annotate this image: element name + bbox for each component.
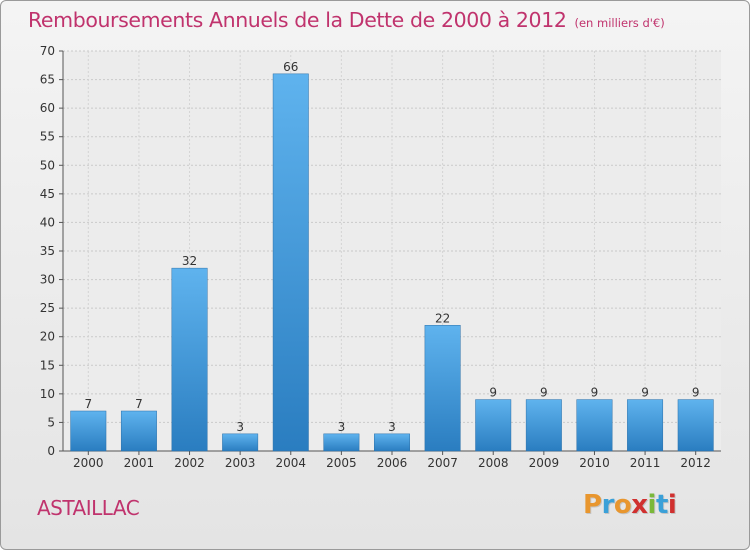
x-tick-label: 2011 <box>630 456 661 470</box>
bar-2012 <box>677 399 714 452</box>
logo-letter: i <box>647 490 657 520</box>
x-tick-label: 2012 <box>680 456 711 470</box>
logo-letter: i <box>667 490 677 520</box>
chart-title-text: Remboursements Annuels de la Dette de 20… <box>28 8 567 32</box>
bar-value-label: 9 <box>591 386 599 400</box>
x-tick-label: 2009 <box>529 456 560 470</box>
bar-value-label: 9 <box>641 386 649 400</box>
logo-letter: r <box>601 490 615 520</box>
bar-value-label: 9 <box>540 386 548 400</box>
x-tick-label: 2004 <box>275 456 306 470</box>
bar-value-label: 3 <box>338 420 346 434</box>
bar-value-label: 32 <box>182 254 197 268</box>
y-tick-label: 45 <box>40 187 55 201</box>
chart-title: Remboursements Annuels de la Dette de 20… <box>28 8 665 32</box>
bar-value-label: 9 <box>692 386 700 400</box>
chart-unit-note: (en milliers d'€) <box>574 16 665 30</box>
bar-2007 <box>424 325 461 452</box>
y-tick-label: 35 <box>40 244 55 258</box>
bar-2006 <box>374 433 410 452</box>
bar-layer: 7 7 32 3 66 3 3 22 9 9 9 9 9 <box>70 60 714 452</box>
y-tick-label: 5 <box>47 415 55 429</box>
y-tick-label: 70 <box>40 44 55 58</box>
y-tick-label: 40 <box>40 215 55 229</box>
x-tick-label: 2003 <box>225 456 256 470</box>
x-tick-label: 2008 <box>478 456 509 470</box>
y-tick-label: 30 <box>40 273 55 287</box>
x-tick-label: 2001 <box>124 456 155 470</box>
y-tick-label: 20 <box>40 330 55 344</box>
bar-2001 <box>120 410 157 452</box>
y-tick-label: 65 <box>40 73 55 87</box>
bar-value-label: 3 <box>388 420 396 434</box>
x-tick-label: 2000 <box>73 456 104 470</box>
bar-value-label: 22 <box>435 311 450 325</box>
bar-2005 <box>323 433 360 452</box>
bar-value-label: 7 <box>84 397 92 411</box>
logo-letter: P <box>583 490 602 520</box>
y-tick-label: 55 <box>40 130 55 144</box>
bar-2004 <box>272 73 309 452</box>
x-tick-label: 2002 <box>174 456 205 470</box>
bar-2008 <box>475 399 512 452</box>
y-tick-label: 25 <box>40 301 55 315</box>
commune-name: ASTAILLAC <box>37 496 140 520</box>
bar-value-label: 3 <box>236 420 244 434</box>
x-tick-label: 2010 <box>579 456 610 470</box>
y-tick-label: 15 <box>40 358 55 372</box>
logo-letter: o <box>613 490 632 520</box>
y-tick-label: 10 <box>40 387 55 401</box>
logo-letter: t <box>655 490 668 520</box>
grid-layer <box>63 50 721 452</box>
bar-2009 <box>525 399 562 452</box>
logo-letter: x <box>631 490 648 520</box>
y-tick-label: 0 <box>47 444 55 458</box>
bar-2010 <box>576 399 613 452</box>
bar-2011 <box>627 399 664 452</box>
bar-2002 <box>171 267 208 452</box>
x-tick-label: 2005 <box>326 456 357 470</box>
y-tick-label: 60 <box>40 101 55 115</box>
bar-2000 <box>70 410 107 452</box>
bar-value-label: 66 <box>283 60 298 74</box>
bar-value-label: 7 <box>135 397 143 411</box>
bar-value-label: 9 <box>489 386 497 400</box>
y-tick-label: 50 <box>40 158 55 172</box>
proxiti-logo: Proxiti <box>583 490 677 520</box>
bar-2003 <box>222 433 259 452</box>
x-tick-label: 2006 <box>377 456 408 470</box>
x-tick-label: 2007 <box>427 456 458 470</box>
